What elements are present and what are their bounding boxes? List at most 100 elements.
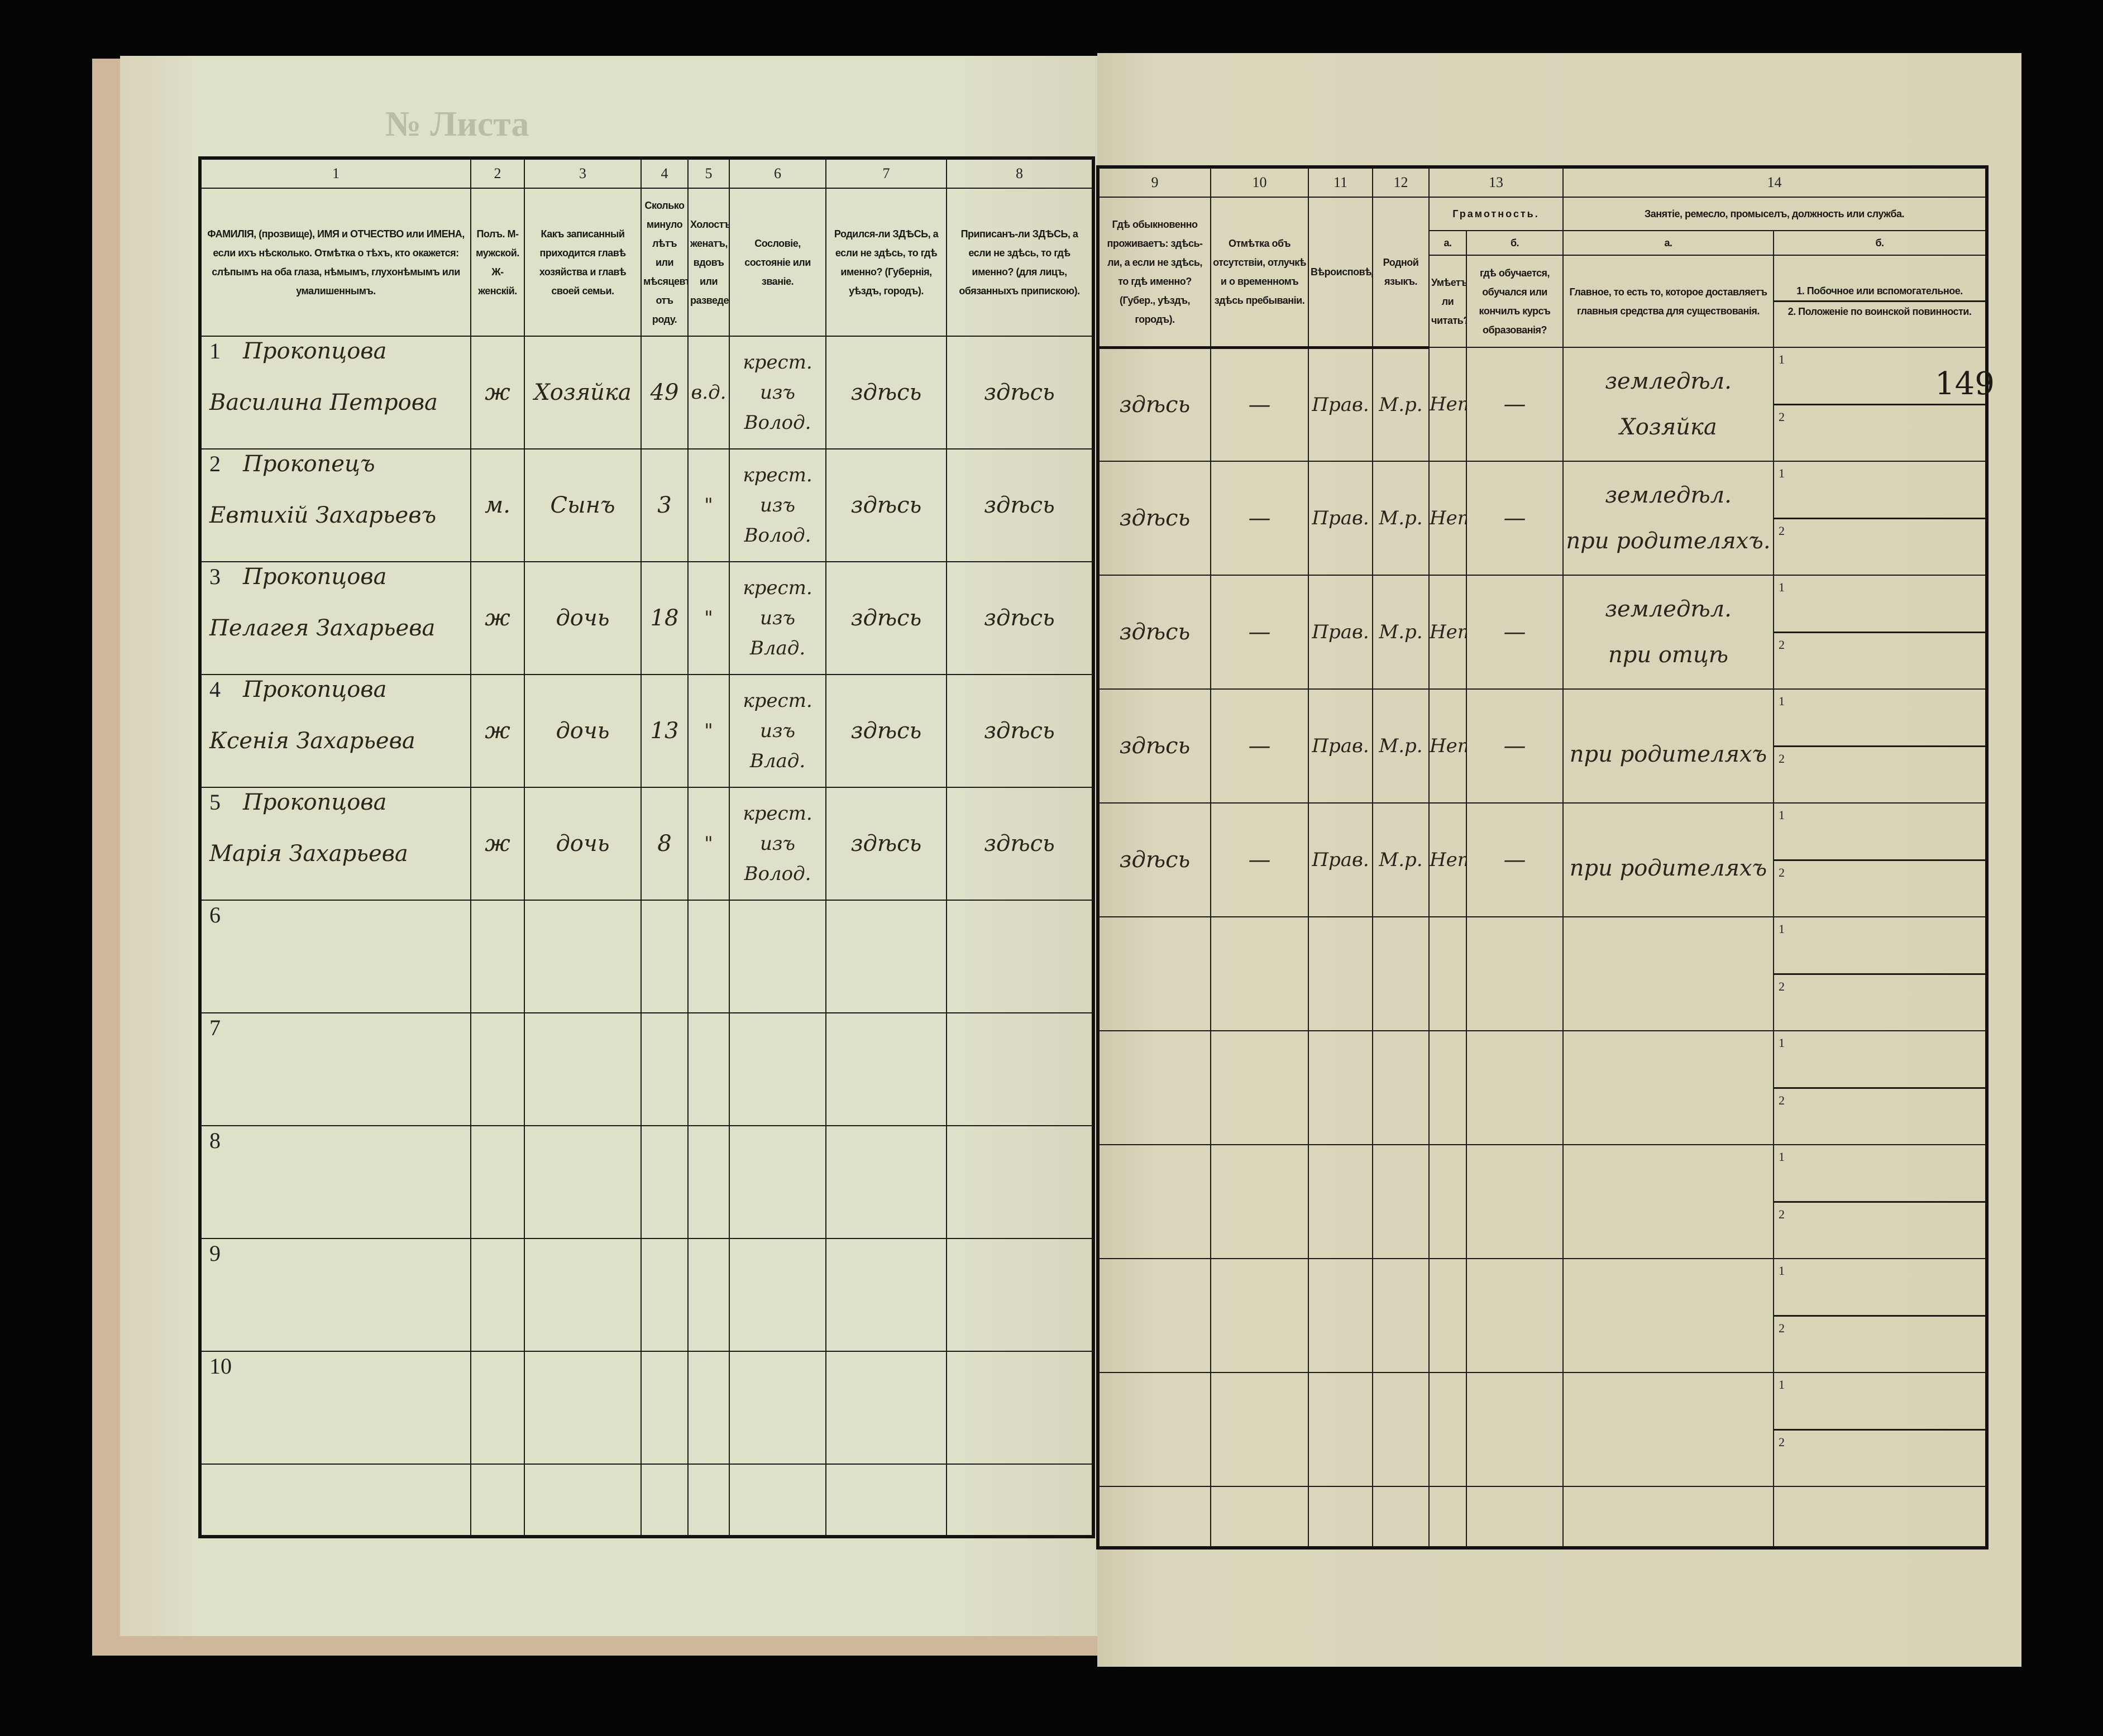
occupation-detail: при отцѣ bbox=[1608, 642, 1729, 668]
age-cell: 3 bbox=[641, 448, 689, 562]
registered-cell bbox=[946, 1125, 1094, 1239]
header-col-6: Сословіе, состояніе или званіе. bbox=[729, 188, 826, 337]
sub-label-1: 1 bbox=[1779, 580, 1785, 594]
resides-cell: здѣсь bbox=[1097, 802, 1211, 917]
surname: Прокопцова bbox=[243, 790, 387, 815]
blank-cell bbox=[199, 1464, 471, 1537]
header-literacy: Грамотность. bbox=[1428, 197, 1564, 231]
religion-cell bbox=[1308, 916, 1373, 1031]
relation-cell bbox=[524, 1012, 642, 1126]
sub-label-2: 2 bbox=[1779, 865, 1785, 879]
registered-cell: здѣсь bbox=[946, 336, 1094, 449]
sub-label-1: 1 bbox=[1779, 1264, 1785, 1278]
col-5-number: 5 bbox=[687, 157, 730, 189]
header-col-2: Полъ. М-мужской. Ж-женскій. bbox=[470, 188, 525, 337]
absence-cell: — bbox=[1210, 688, 1309, 804]
literate-cell bbox=[1428, 916, 1467, 1031]
header-col-7: Родился-ли ЗДѢСЬ, а если не здѣсь, то гд… bbox=[825, 188, 947, 337]
sex-cell: м. bbox=[470, 448, 525, 562]
name-cell: 4 Прокопцова Ксенія Захарьева bbox=[199, 674, 471, 788]
relation-cell: Хозяйка bbox=[524, 336, 642, 449]
resides-cell bbox=[1097, 916, 1211, 1031]
religion-cell bbox=[1308, 1372, 1373, 1487]
language-cell bbox=[1372, 1144, 1430, 1259]
marital-cell: " bbox=[687, 561, 730, 675]
language-cell bbox=[1372, 1030, 1430, 1145]
literate-cell: Нет bbox=[1428, 688, 1467, 804]
header-14b: б. bbox=[1773, 230, 1987, 256]
age-cell bbox=[641, 1012, 689, 1126]
page-number-mark: 149 bbox=[1935, 366, 1995, 402]
table-row: 1 Прокопцова Василина Петрова ж Хозяйка 49 в.д… bbox=[199, 336, 1094, 449]
sub-label-1: 1 bbox=[1779, 1036, 1785, 1050]
age-cell: 49 bbox=[641, 336, 689, 449]
age-cell: 13 bbox=[641, 674, 689, 788]
name-cell: 1 Прокопцова Василина Петрова bbox=[199, 336, 471, 449]
row-number: 10 bbox=[209, 1354, 232, 1379]
sub-label-2: 2 bbox=[1779, 1207, 1785, 1221]
name-cell: 6 bbox=[199, 900, 471, 1013]
relation-cell bbox=[524, 900, 642, 1013]
registered-cell: здѣсь bbox=[946, 674, 1094, 788]
blank-cell bbox=[1308, 1486, 1373, 1548]
header-col-5: Холостъ, женатъ, вдовъ или разведенъ. bbox=[687, 188, 730, 337]
blank-cell bbox=[641, 1464, 689, 1537]
occupation-cell bbox=[1562, 1030, 1774, 1145]
education-cell bbox=[1466, 1258, 1564, 1373]
surname bbox=[232, 1354, 254, 1379]
given-names: Василина Петрова bbox=[209, 390, 438, 415]
relation-cell: Сынъ bbox=[524, 448, 642, 562]
literate-cell bbox=[1428, 1144, 1467, 1259]
row-number: 2 bbox=[209, 451, 221, 476]
relation-cell bbox=[524, 1125, 642, 1239]
resides-cell bbox=[1097, 1258, 1211, 1373]
table-row: 5 Прокопцова Марія Захарьева ж дочь 8 " крест. … bbox=[199, 787, 1094, 901]
absence-cell: — bbox=[1210, 802, 1309, 917]
col-2-number: 2 bbox=[470, 157, 525, 189]
given-names: Ксенія Захарьева bbox=[209, 728, 415, 754]
sex-cell: ж bbox=[470, 561, 525, 675]
resides-cell bbox=[1097, 1144, 1211, 1259]
blank-cell bbox=[524, 1464, 642, 1537]
col-3-number: 3 bbox=[524, 157, 642, 189]
blank-cell bbox=[1372, 1486, 1430, 1548]
marital-cell: " bbox=[687, 787, 730, 901]
col-9-number: 9 bbox=[1097, 166, 1211, 198]
surname: Прокопцова bbox=[243, 677, 387, 702]
age-cell bbox=[641, 1351, 689, 1465]
blank-cell bbox=[825, 1464, 947, 1537]
occupation-cell: при родителяхъ bbox=[1562, 802, 1774, 917]
occupation-main: земледѣл. bbox=[1605, 482, 1732, 508]
row-number: 1 bbox=[209, 338, 221, 364]
given-names: Марія Захарьева bbox=[209, 841, 408, 867]
occupation-cell bbox=[1562, 1372, 1774, 1487]
header-absence: Отмѣтка объ отсутствіи, отлучкѣ и о врем… bbox=[1210, 197, 1309, 349]
table-row: 8 bbox=[199, 1125, 1094, 1239]
sub-label-2: 2 bbox=[1779, 1321, 1785, 1335]
absence-cell: — bbox=[1210, 461, 1309, 576]
marital-cell bbox=[687, 1351, 730, 1465]
sex-cell: ж bbox=[470, 787, 525, 901]
registered-cell bbox=[946, 1012, 1094, 1126]
marital-cell: " bbox=[687, 674, 730, 788]
born-cell: здѣсь bbox=[825, 787, 947, 901]
resides-cell: здѣсь bbox=[1097, 347, 1211, 462]
language-cell bbox=[1372, 916, 1430, 1031]
age-cell: 18 bbox=[641, 561, 689, 675]
name-cell: 7 bbox=[199, 1012, 471, 1126]
header-col-3: Какъ записанный приходится главѣ хозяйст… bbox=[524, 188, 642, 337]
header-secondary-occupation: 1. Побочное или вспомогательное. bbox=[1796, 285, 1963, 296]
name-cell: 9 bbox=[199, 1238, 471, 1352]
table-row: 2 Прокопецъ Евтихій Захарьевъ м. Сынъ 3 " крест… bbox=[199, 448, 1094, 562]
born-cell bbox=[825, 1125, 947, 1239]
absence-cell bbox=[1210, 916, 1309, 1031]
col-13-number: 13 bbox=[1428, 166, 1564, 198]
